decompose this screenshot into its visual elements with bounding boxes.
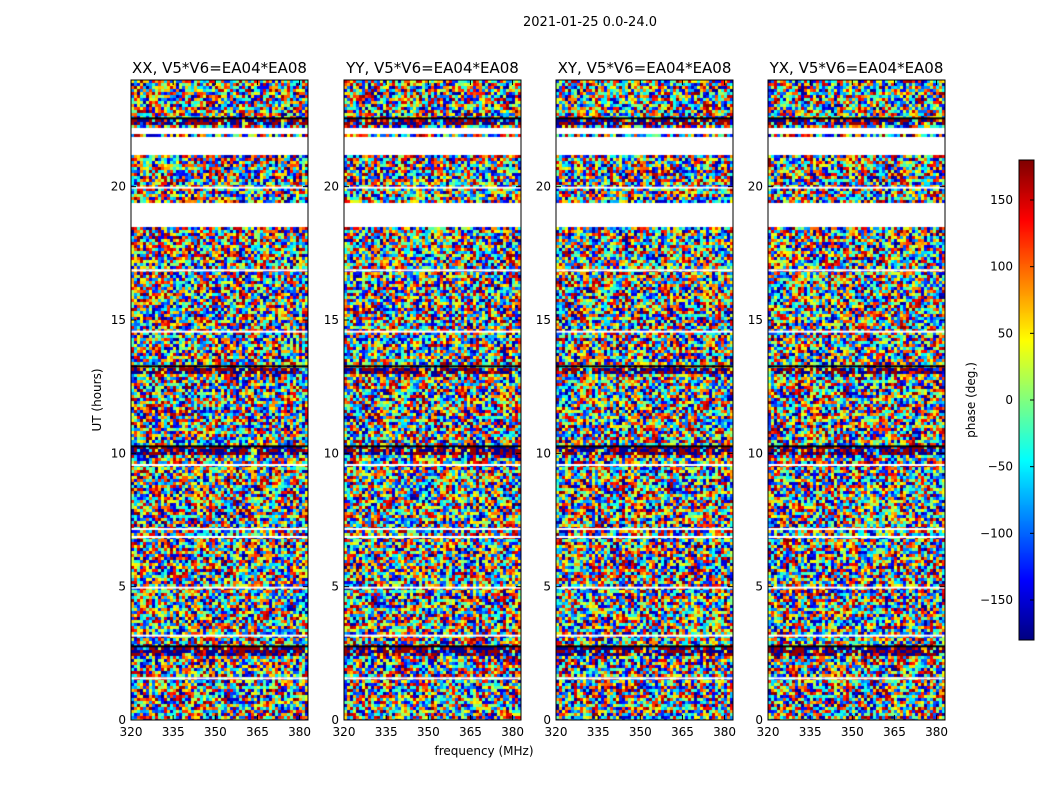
heatmap-image-1 <box>131 80 308 720</box>
panel-title-2: YY, V5*V6=EA04*EA08 <box>345 59 519 77</box>
x-tick-label: 365 <box>246 725 269 739</box>
y-tick-label: 5 <box>755 580 763 594</box>
colorbar-label: phase (deg.) <box>964 362 978 438</box>
y-tick-label: 10 <box>111 446 126 460</box>
x-tick-label: 350 <box>629 725 652 739</box>
panel-title-4: YX, V5*V6=EA04*EA08 <box>769 59 944 77</box>
y-tick-label: 10 <box>536 446 551 460</box>
panel-frame-2 <box>343 79 522 721</box>
colorbar-gradient <box>1019 160 1034 640</box>
x-tick-label: 320 <box>757 725 780 739</box>
x-tick-label: 335 <box>587 725 610 739</box>
heatmap-image-4 <box>768 80 945 720</box>
y-tick-label: 15 <box>111 313 126 327</box>
y-tick-label: 5 <box>118 580 126 594</box>
panel-frame-4 <box>767 79 946 721</box>
x-tick-label: 350 <box>841 725 864 739</box>
colorbar-tick-label: −150 <box>980 593 1013 607</box>
x-tick-label: 320 <box>333 725 356 739</box>
panel-3: XY, V5*V6=EA04*EA08 320 335 350 365 380 0 5 10 15… <box>536 59 736 739</box>
y-tick-label: 15 <box>748 313 763 327</box>
y-tick-label: 5 <box>543 580 551 594</box>
x-tick-label: 350 <box>417 725 440 739</box>
heatmap-image-2 <box>344 80 521 720</box>
x-tick-label: 365 <box>883 725 906 739</box>
x-tick-label: 380 <box>713 725 736 739</box>
y-tick-label: 10 <box>324 446 339 460</box>
y-tick-label: 20 <box>111 180 126 194</box>
x-tick-label: 365 <box>671 725 694 739</box>
panel-4: YX, V5*V6=EA04*EA08 320 335 350 365 380 0 5 10 15… <box>748 59 948 739</box>
colorbar-tick-label: 0 <box>1005 393 1013 407</box>
y-tick-label: 20 <box>324 180 339 194</box>
panel-title-1: XX, V5*V6=EA04*EA08 <box>132 59 307 77</box>
x-tick-label: 380 <box>501 725 524 739</box>
colorbar: 150 100 50 0 −50 −100 −150 <box>980 159 1035 641</box>
colorbar-tick-label: 150 <box>990 193 1013 207</box>
x-tick-label: 380 <box>288 725 311 739</box>
y-tick-label: 10 <box>748 446 763 460</box>
x-axis-label: frequency (MHz) <box>434 744 533 758</box>
panel-1: XX, V5*V6=EA04*EA08 320 335 350 365 380 0 5 10 15… <box>111 59 311 739</box>
panel-title-3: XY, V5*V6=EA04*EA08 <box>558 59 732 77</box>
y-tick-label: 0 <box>543 713 551 727</box>
y-tick-label: 20 <box>536 180 551 194</box>
x-tick-label: 365 <box>459 725 482 739</box>
x-tick-label: 320 <box>545 725 568 739</box>
panels-group: XX, V5*V6=EA04*EA08 320 335 350 365 380 0 5 10 15… <box>111 59 948 739</box>
panel-frame-3 <box>555 79 734 721</box>
y-axis-label: UT (hours) <box>90 368 104 431</box>
x-tick-label: 350 <box>204 725 227 739</box>
y-tick-label: 20 <box>748 180 763 194</box>
y-tick-label: 0 <box>755 713 763 727</box>
heatmap-image-3 <box>556 80 733 720</box>
panel-2: YY, V5*V6=EA04*EA08 320 335 350 365 380 0 5 10 15… <box>324 59 524 739</box>
y-tick-label: 15 <box>324 313 339 327</box>
panel-frame-1 <box>130 79 309 721</box>
figure-suptitle: 2021-01-25 0.0-24.0 <box>523 15 657 30</box>
x-tick-label: 335 <box>799 725 822 739</box>
y-tick-label: 15 <box>536 313 551 327</box>
colorbar-tick-label: 100 <box>990 260 1013 274</box>
y-tick-label: 5 <box>331 580 339 594</box>
x-tick-label: 380 <box>925 725 948 739</box>
x-tick-label: 335 <box>375 725 398 739</box>
y-tick-label: 0 <box>331 713 339 727</box>
x-tick-label: 335 <box>162 725 185 739</box>
y-tick-label: 0 <box>118 713 126 727</box>
colorbar-tick-label: −50 <box>988 460 1013 474</box>
colorbar-tick-label: −100 <box>980 526 1013 540</box>
colorbar-tick-label: 50 <box>998 326 1013 340</box>
x-tick-label: 320 <box>120 725 143 739</box>
